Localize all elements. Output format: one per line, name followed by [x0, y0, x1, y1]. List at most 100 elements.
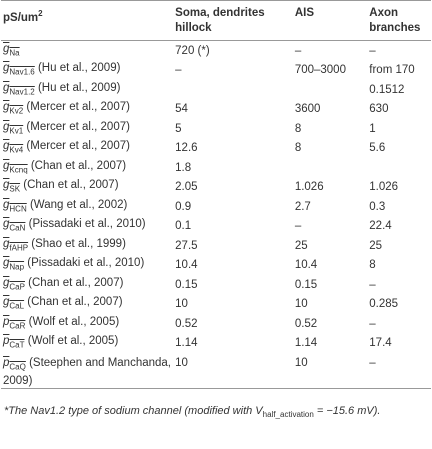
value-cell: [173, 80, 293, 100]
parameter-cell: gNav1.2 (Hu et al., 2009): [1, 80, 173, 100]
value-cell: –: [367, 275, 431, 295]
symbol-sub: CaT: [9, 340, 25, 350]
symbol: p: [3, 357, 10, 369]
column-header: AIS: [292, 0, 368, 41]
value-cell: 2.7: [293, 197, 367, 217]
value-cell: [293, 80, 367, 100]
value: 720 (*): [175, 44, 210, 57]
symbol-sub: CaL: [9, 301, 25, 311]
value: 1.8: [175, 161, 192, 174]
parameter-symbol: pCaQ: [3, 357, 26, 371]
parameter-cell: gNa: [1, 41, 173, 61]
value-cell: 8: [367, 256, 431, 276]
unit-sup: 2: [38, 9, 43, 18]
parameter-cell: gCaP (Chan et al., 2007): [1, 275, 173, 295]
value-cell: 0.1512: [367, 80, 431, 100]
symbol: p: [3, 315, 10, 328]
value-cell: 10: [173, 295, 293, 315]
parameter-cell: pCaQ (Steephen and Manchanda, 2009): [1, 353, 174, 390]
value-cell: from 170: [367, 61, 431, 81]
value: 10: [175, 298, 188, 311]
reference: (Wolf et al., 2005): [28, 315, 120, 328]
symbol-sub: SK: [9, 184, 21, 194]
table-row: pCaQ (Steephen and Manchanda, 2009) 10 10–: [1, 353, 431, 390]
value-cell: 1.8: [173, 158, 293, 178]
reference: (Mercer et al., 2007): [26, 140, 130, 153]
value-cell: [293, 158, 367, 178]
table-row: gSK (Chan et al., 2007) 2.05 1.026 1.026: [1, 178, 431, 198]
value: –: [294, 44, 302, 57]
reference: (Wolf et al., 2005): [27, 335, 119, 348]
value-cell: –: [293, 41, 367, 61]
parameter-symbol: gKv2: [3, 101, 23, 115]
symbol: g: [3, 159, 10, 172]
table-row: pCaT (Wolf et al., 2005) 1.14 1.14 17.4: [1, 334, 431, 354]
parameter-cell: gKv1 (Mercer et al., 2007): [1, 119, 173, 139]
parameter-symbol: gNav1.6: [3, 62, 35, 76]
value: 10.4: [175, 259, 198, 272]
footnote-text: *The Nav1.2 type of sodium channel (modi…: [4, 405, 263, 418]
value: 3600: [294, 103, 321, 116]
symbol: p: [3, 335, 10, 348]
value-cell: 1.14: [173, 334, 293, 354]
parameter-cell: gSK (Chan et al., 2007): [1, 178, 173, 198]
symbol: g: [3, 237, 10, 250]
table-row: gNav1.6 (Hu et al., 2009) –700–3000 from 1…: [1, 61, 431, 81]
table-row: gfAHP (Shao et al., 1999) 27.5 25 25: [1, 236, 431, 256]
symbol: g: [3, 140, 10, 153]
value: 630: [369, 103, 389, 116]
value-cell: 27.5: [173, 236, 293, 256]
parameter-symbol: gCaN: [3, 218, 26, 233]
parameter-symbol: gCaP: [3, 276, 25, 291]
value: 25: [294, 239, 308, 252]
parameter-symbol: gNap: [3, 257, 25, 272]
value: 0.285: [369, 298, 399, 311]
reference: (Chan et al., 2007): [23, 179, 119, 192]
symbol-sub: Na: [9, 47, 20, 57]
value: 25: [369, 239, 383, 252]
value: 0.52: [294, 317, 318, 330]
value-cell: 700–3000: [293, 61, 367, 81]
symbol: g: [3, 179, 10, 192]
symbol-sub: CaR: [9, 320, 26, 330]
value-cell: 1: [367, 119, 431, 139]
parameter-cell: gHCN (Wang et al., 2002): [1, 197, 173, 217]
value-cell: 1.026: [367, 178, 431, 198]
reference: (Mercer et al., 2007): [26, 101, 130, 114]
value: 1.026: [369, 181, 399, 194]
value: 17.4: [369, 337, 392, 350]
value: 54: [175, 103, 188, 116]
symbol-sub: Nap: [9, 262, 25, 272]
reference: (Chan et al., 2007): [30, 159, 127, 172]
symbol: g: [3, 257, 10, 270]
symbol: g: [3, 42, 10, 55]
parameter-symbol: gSK: [3, 179, 21, 194]
reference: (Chan et al., 2007): [27, 296, 123, 309]
value-cell: 25: [293, 236, 367, 256]
value: 1.026: [294, 181, 324, 194]
symbol: g: [3, 218, 10, 231]
value-cell: –: [173, 61, 293, 81]
value: 10: [175, 357, 188, 369]
value: 2.05: [175, 181, 198, 194]
table-row: gNav1.2 (Hu et al., 2009) 0.1512: [1, 80, 431, 100]
symbol: g: [3, 276, 10, 289]
value: 0.3: [369, 200, 386, 213]
reference: (Chan et al., 2007): [28, 276, 124, 289]
value: –: [369, 317, 376, 330]
reference: (Steephen and Manchanda, 2009): [3, 357, 172, 388]
value: 5.6: [369, 142, 386, 155]
header-row: pS/um2 Soma, dendrites hillock AIS Axon br…: [1, 0, 431, 41]
parameter-symbol: gKcnq: [3, 159, 28, 174]
value-cell: 0.285: [367, 295, 431, 315]
symbol-sub: CaN: [9, 223, 26, 233]
parameter-cell: gfAHP (Shao et al., 1999): [1, 236, 173, 256]
value-cell: 17.4: [367, 334, 431, 354]
table-row: gKv1 (Mercer et al., 2007) 5 8 1: [1, 119, 431, 139]
value: –: [369, 357, 376, 369]
reference: (Wang et al., 2002): [29, 198, 128, 211]
value: –: [294, 220, 302, 233]
value: 12.6: [175, 142, 198, 155]
footnote-sub: half_activation: [262, 410, 314, 420]
parameter-symbol: gKv1: [3, 121, 23, 135]
